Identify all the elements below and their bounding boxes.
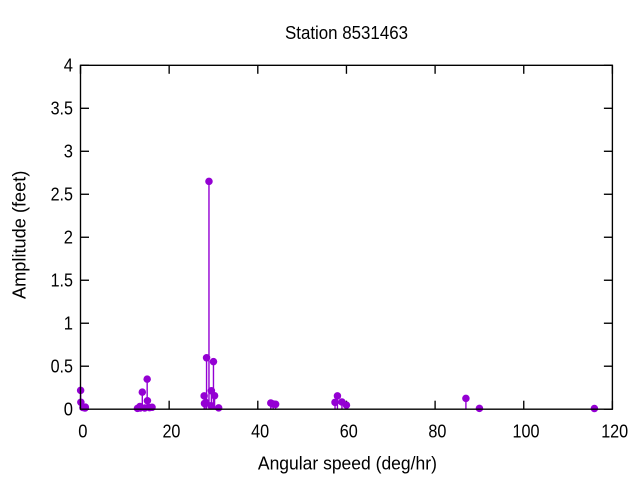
svg-text:60: 60 — [340, 422, 358, 442]
svg-text:80: 80 — [428, 422, 446, 442]
svg-text:120: 120 — [601, 422, 628, 442]
svg-text:3.5: 3.5 — [51, 98, 73, 118]
svg-text:2.5: 2.5 — [51, 184, 73, 204]
svg-text:100: 100 — [513, 422, 540, 442]
svg-text:1.5: 1.5 — [51, 270, 73, 290]
svg-text:0.5: 0.5 — [51, 356, 73, 376]
svg-text:0: 0 — [78, 422, 87, 442]
svg-text:4: 4 — [64, 56, 73, 76]
svg-text:3: 3 — [64, 141, 73, 161]
svg-text:20: 20 — [162, 422, 180, 442]
svg-text:Angular speed (deg/hr): Angular speed (deg/hr) — [258, 453, 437, 473]
svg-text:1: 1 — [64, 313, 73, 333]
svg-text:2: 2 — [64, 227, 73, 247]
svg-text:Amplitude (feet): Amplitude (feet) — [9, 171, 29, 299]
svg-text:0: 0 — [64, 399, 73, 419]
svg-text:Station 8531463: Station 8531463 — [285, 23, 408, 43]
svg-text:40: 40 — [251, 422, 269, 442]
